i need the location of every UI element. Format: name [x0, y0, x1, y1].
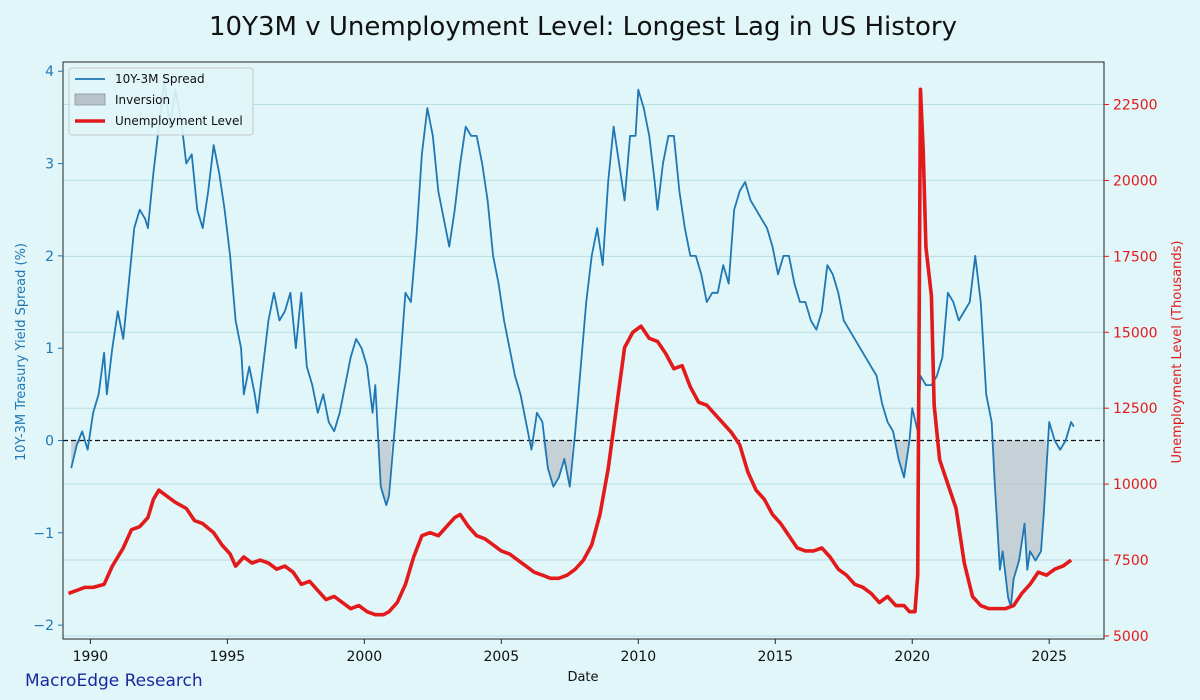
right-tick-label: 12500	[1113, 401, 1158, 417]
right-tick-label: 5000	[1113, 629, 1149, 645]
chart-title: 10Y3M v Unemployment Level: Longest Lag …	[209, 12, 957, 42]
legend: 10Y-3M Spread Inversion Unemployment Lev…	[68, 67, 254, 136]
left-tick-label: 4	[45, 64, 54, 80]
legend-spread-label: 10Y-3M Spread	[115, 72, 205, 86]
x-tick-label: 2020	[894, 649, 930, 665]
plot-frame	[62, 61, 1105, 640]
x-tick-label: 2015	[757, 649, 793, 665]
right-tick-label: 17500	[1113, 249, 1158, 265]
right-tick-label: 22500	[1113, 98, 1158, 114]
legend-unemployment-label: Unemployment Level	[115, 114, 243, 128]
inversion-area	[71, 440, 85, 469]
x-tick-label: 2005	[483, 649, 519, 665]
right-tick-label: 10000	[1113, 477, 1158, 493]
right-tick-label: 20000	[1113, 173, 1158, 189]
left-tick-label: 3	[45, 157, 54, 173]
x-tick-label: 2025	[1031, 649, 1067, 665]
left-tick-label: 2	[45, 249, 54, 265]
left-axis-label: 10Y-3M Treasury Yield Spread (%)	[14, 243, 29, 461]
right-axis-ticks: 5000 7500 10000 12500 15000 17500 20000 22500	[1104, 98, 1158, 645]
x-axis-ticks: 1990 1995 2000 2005 2010 2015 2020 2025	[73, 639, 1067, 665]
left-tick-label: −2	[33, 618, 54, 634]
left-tick-label: 0	[45, 434, 54, 450]
x-tick-label: 2010	[620, 649, 656, 665]
source-credit: MacroEdge Research	[25, 671, 203, 691]
inversion-area	[378, 440, 392, 506]
x-tick-label: 1995	[210, 649, 246, 665]
right-axis-label: Unemployment Level (Thousands)	[1170, 240, 1185, 463]
legend-box	[68, 67, 254, 136]
inversion-area	[895, 440, 910, 478]
x-axis-label: Date	[567, 670, 598, 685]
right-tick-label: 7500	[1113, 553, 1149, 569]
inversion-area	[528, 440, 573, 487]
inversion-area	[991, 440, 1047, 607]
inversion-areas	[71, 440, 1047, 607]
legend-inversion-swatch	[74, 93, 106, 106]
gridlines	[63, 104, 1104, 637]
x-tick-label: 1990	[73, 649, 109, 665]
right-tick-label: 15000	[1113, 325, 1158, 341]
left-tick-label: 1	[45, 341, 54, 357]
x-tick-label: 2000	[347, 649, 383, 665]
unemployment-series-line	[67, 87, 1073, 617]
left-axis-ticks: −2 −1 0 1 2 3 4	[33, 64, 63, 634]
legend-inversion-label: Inversion	[115, 93, 170, 107]
left-tick-label: −1	[33, 526, 54, 542]
